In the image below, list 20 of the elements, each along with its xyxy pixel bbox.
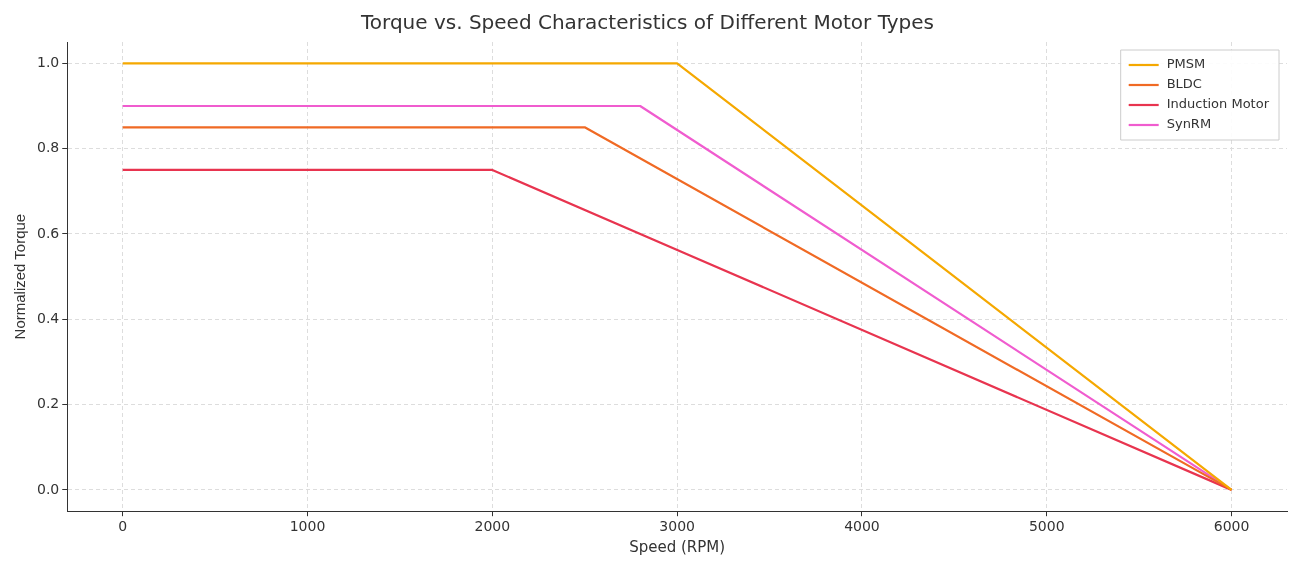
y-tick-label: 0.6	[37, 224, 60, 241]
legend-label: SynRM	[1166, 116, 1212, 132]
x-tick-label: 3000	[659, 518, 695, 535]
y-tick-label: 0.2	[37, 395, 60, 412]
x-tick-label: 2000	[474, 518, 511, 535]
y-tick-label: 0.4	[37, 309, 60, 326]
legend-label: BLDC	[1166, 76, 1202, 92]
y-axis-title: Normalized Torque	[11, 213, 29, 340]
x-axis-title: Speed (RPM)	[629, 537, 726, 556]
x-tick-label: 1000	[289, 518, 326, 535]
y-tick-label: 0.0	[37, 480, 60, 497]
legend-label: Induction Motor	[1166, 96, 1270, 112]
y-tick-label: 0.8	[37, 139, 60, 156]
x-tick-label: 6000	[1213, 518, 1250, 535]
y-tick-label: 1.0	[37, 53, 60, 70]
x-tick-label: 0	[118, 518, 128, 535]
chart-title: Torque vs. Speed Characteristics of Different Motor Types	[359, 10, 935, 35]
x-tick-label: 4000	[844, 518, 880, 535]
x-tick-label: 5000	[1028, 518, 1065, 535]
legend-label: PMSM	[1166, 56, 1206, 72]
